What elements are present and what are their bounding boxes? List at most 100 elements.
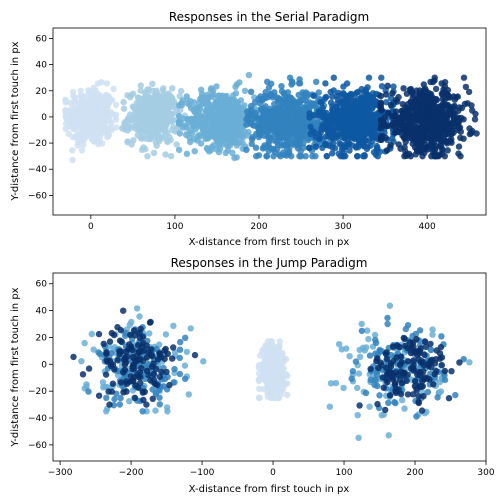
serial-point-series-5 [457,134,464,141]
serial-point-series-0 [94,99,101,107]
serial-point-series-5 [410,92,418,99]
jump-point-series-0 [274,347,282,354]
serial-point-series-5 [377,99,385,106]
serial-point-series-3 [270,145,277,152]
jump-point-series-3 [417,369,424,376]
serial-point-series-4 [322,80,329,87]
serial-point-series-1 [153,142,160,149]
serial-point-series-4 [338,91,345,99]
jump-point-series-2 [412,330,419,338]
serial-y-tick-label: 20 [36,87,48,97]
jump-point-series-3 [384,379,391,386]
jump-point-series-3 [420,393,427,400]
jump-point-series-0 [259,346,267,353]
serial-point-series-3 [278,142,285,149]
serial-point-series-1 [153,118,160,125]
jump-point-series-2 [434,394,441,401]
jump-point-series-3 [133,352,140,359]
serial-point-series-3 [309,153,316,160]
jump-point-series-3 [143,367,151,374]
serial-point-series-0 [112,101,120,109]
jump-point-series-1 [162,331,170,338]
jump-y-tick-label: −40 [28,414,47,424]
serial-point-series-3 [290,136,297,144]
jump-point-series-1 [200,358,207,365]
serial-point-series-5 [466,130,474,138]
serial-point-series-2 [199,122,206,130]
serial-point-series-3 [251,99,259,106]
serial-x-tick-label: 200 [250,222,267,232]
jump-point-series-2 [376,346,383,354]
serial-point-series-3 [254,120,262,128]
jump-point-series-3 [136,334,144,341]
jump-points [70,302,473,441]
serial-point-series-4 [331,145,339,152]
jump-point-series-0 [279,359,287,366]
jump-point-series-3 [106,401,113,408]
jump-point-series-1 [128,318,135,326]
serial-point-series-5 [448,124,456,132]
jump-point-series-0 [270,342,277,350]
jump-point-series-0 [273,394,281,402]
serial-point-series-5 [423,134,431,141]
serial-point-series-4 [312,143,320,150]
serial-point-series-1 [133,125,140,133]
jump-y-tick-label: −20 [28,387,47,397]
serial-point-series-5 [424,96,431,104]
serial-point-series-5 [399,101,406,108]
serial-point-series-5 [383,91,390,98]
serial-point-series-4 [352,124,360,131]
jump-point-series-3 [398,380,406,387]
serial-point-series-0 [68,105,76,112]
serial-point-series-4 [309,127,316,135]
jump-point-series-3 [100,340,107,347]
jump-y-tick-label: 60 [36,280,48,290]
serial-point-series-0 [103,128,110,135]
serial-point-series-5 [406,150,413,158]
serial-point-series-5 [427,90,435,98]
jump-point-series-2 [177,338,184,346]
serial-point-series-1 [138,128,146,136]
serial-point-series-2 [175,146,183,154]
jump-point-series-3 [416,383,424,391]
serial-point-series-4 [331,118,338,126]
jump-point-series-1 [185,391,192,398]
serial-point-series-4 [359,153,367,160]
serial-point-series-5 [420,81,427,88]
jump-point-series-3 [116,351,123,358]
serial-point-series-2 [223,92,230,100]
serial-point-series-4 [369,138,376,145]
serial-point-series-5 [419,103,426,111]
serial-point-series-5 [416,90,423,97]
jump-point-series-3 [403,377,410,384]
jump-point-series-3 [141,388,148,395]
serial-point-series-3 [277,134,285,141]
serial-point-series-2 [200,115,208,123]
serial-point-series-4 [368,131,375,139]
serial-point-series-3 [263,120,270,127]
serial-point-series-1 [150,149,158,157]
jump-point-series-1 [378,412,385,419]
serial-point-series-3 [264,110,271,117]
jump-point-series-3 [367,365,374,373]
serial-point-series-2 [210,133,217,140]
serial-point-series-1 [166,112,173,120]
serial-point-series-2 [178,102,185,109]
jump-point-series-2 [384,314,391,322]
serial-point-series-5 [425,103,433,110]
serial-point-series-3 [249,134,257,141]
jump-point-series-1 [126,398,133,405]
serial-point-series-1 [154,104,162,111]
serial-point-series-5 [383,122,390,130]
serial-point-series-1 [162,151,169,158]
serial-point-series-5 [387,101,395,109]
jump-point-series-2 [111,395,118,403]
jump-point-series-3 [404,358,412,365]
serial-point-series-5 [447,109,454,116]
jump-point-series-3 [137,325,144,333]
jump-point-series-0 [255,362,263,369]
serial-point-series-3 [264,78,271,86]
jump-point-series-1 [346,353,353,360]
jump-point-series-3 [146,319,154,326]
serial-point-series-0 [71,110,79,118]
